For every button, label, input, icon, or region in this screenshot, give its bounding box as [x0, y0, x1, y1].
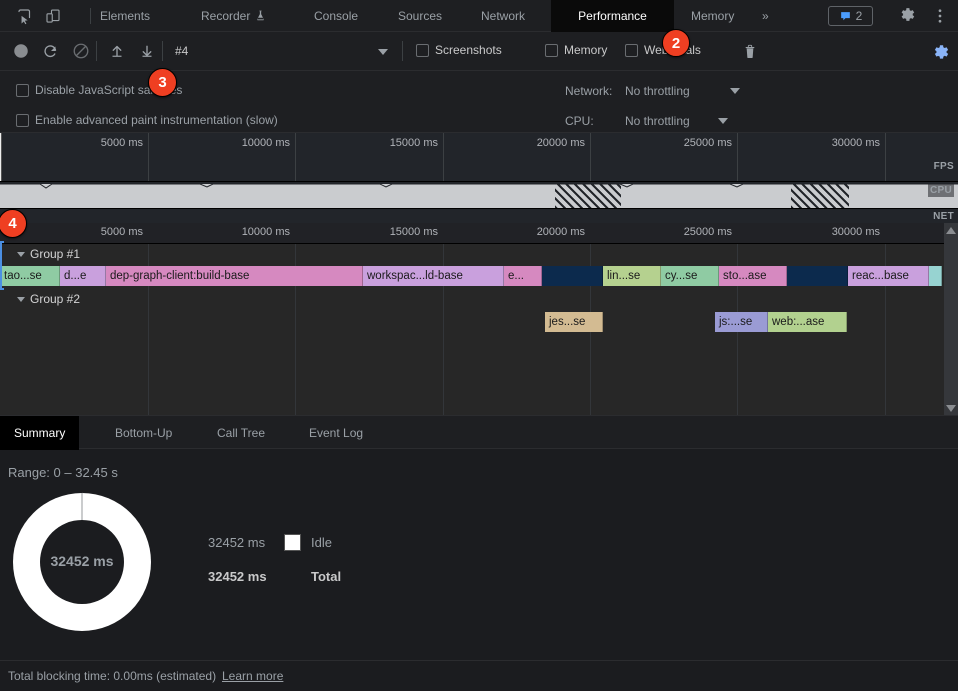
svg-text:32452 ms: 32452 ms	[50, 553, 113, 569]
